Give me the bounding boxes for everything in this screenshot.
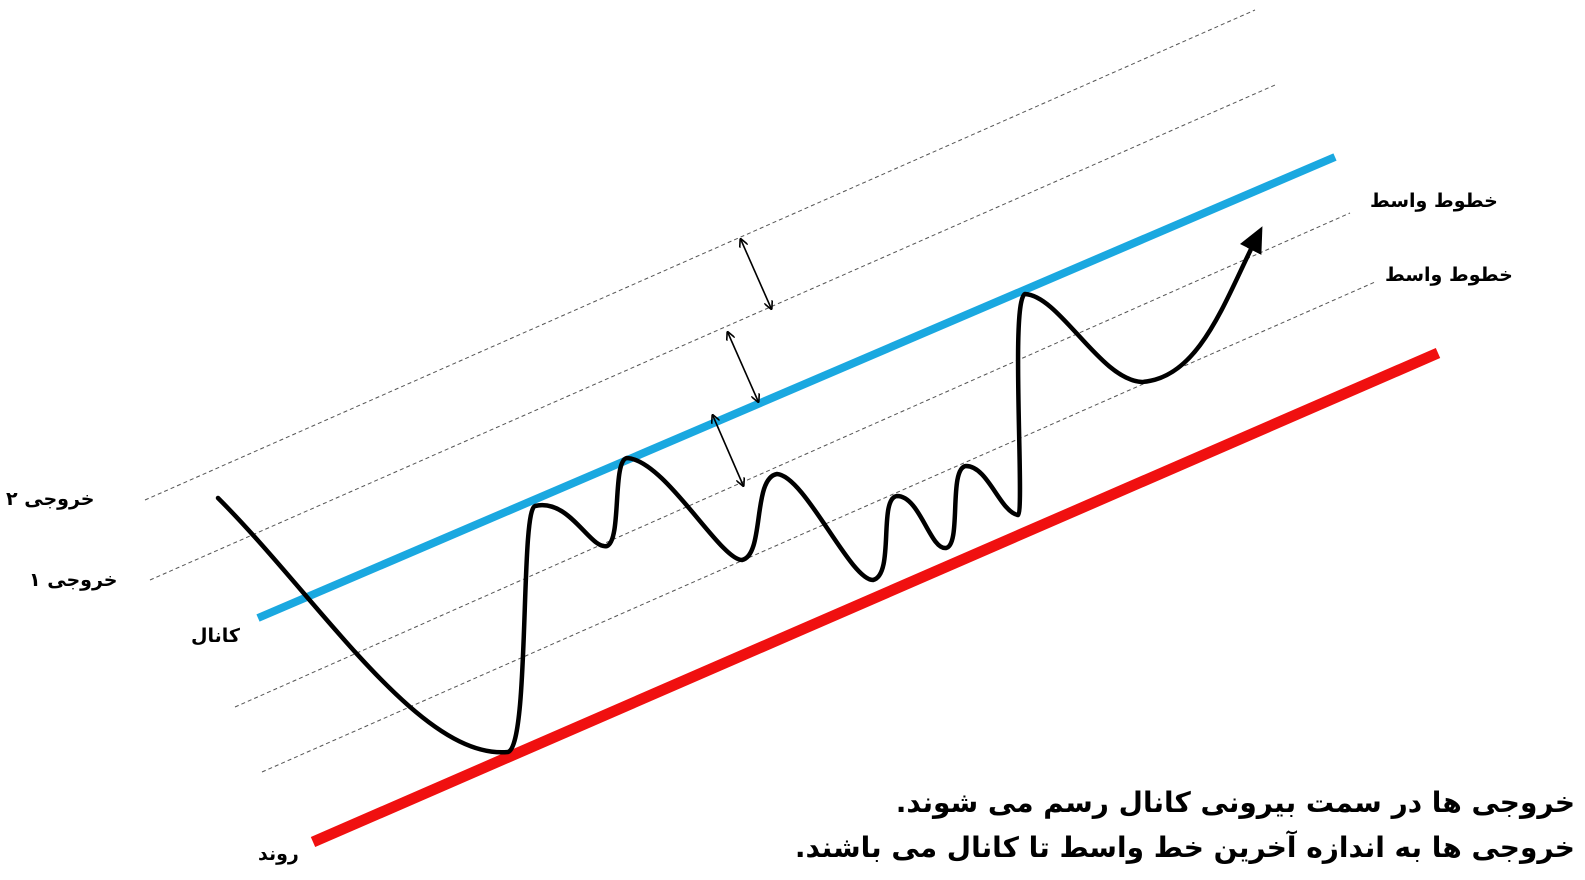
middle-lines-label-lower: خطوط واسط	[1385, 264, 1513, 286]
distance-arrow-bottom	[713, 416, 743, 485]
distance-arrow-top	[741, 240, 771, 308]
distance-arrow-middle	[728, 333, 758, 401]
channel-label: کانال	[191, 625, 240, 647]
distance-arrows	[713, 240, 771, 485]
dashed-lines	[144, 9, 1376, 773]
middle-line-upper	[234, 212, 1351, 708]
price-path	[215, 226, 1263, 755]
trend-line	[310, 347, 1441, 848]
note-line-2: خروجی ها به اندازه آخرین خط واسط تا کانا…	[794, 831, 1575, 864]
channel-line	[256, 153, 1337, 622]
exit-2-line	[144, 9, 1256, 501]
exit-1-line	[149, 84, 1276, 581]
trend-label: روند	[258, 843, 299, 865]
middle-line-lower	[261, 281, 1376, 773]
exit-2-label: خروجی ۲	[6, 488, 95, 510]
note-line-1: خروجی ها در سمت بیرونی کانال رسم می شوند…	[895, 786, 1575, 819]
middle-lines-label-upper: خطوط واسط	[1370, 190, 1498, 212]
exit-1-label: خروجی ۱	[29, 569, 118, 591]
